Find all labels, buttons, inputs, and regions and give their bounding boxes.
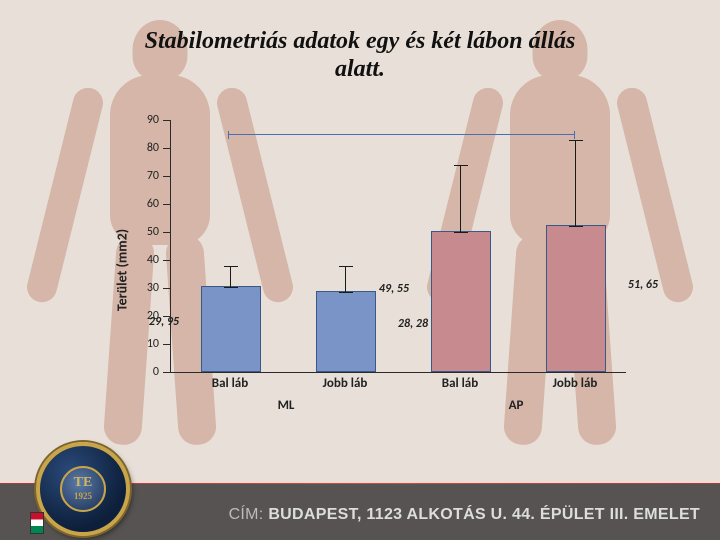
slide-title: Stabilometriás adatok egy és két lábon á… xyxy=(0,28,720,83)
bar xyxy=(431,231,491,372)
error-bar xyxy=(345,266,346,293)
error-bar xyxy=(230,266,231,289)
bar xyxy=(546,225,606,372)
badge-text: TE xyxy=(74,475,93,490)
address-label: CÍM: xyxy=(229,506,264,523)
y-tick-label: 70 xyxy=(147,169,159,183)
y-tick-label: 90 xyxy=(147,113,159,127)
y-tick xyxy=(163,344,171,345)
y-tick-label: 0 xyxy=(153,365,159,379)
footer-address: CÍM: BUDAPEST, 1123 ALKOTÁS U. 44. ÉPÜLE… xyxy=(229,506,700,524)
slide-root: Stabilometriás adatok egy és két lábon á… xyxy=(0,0,720,540)
y-tick xyxy=(163,204,171,205)
y-tick xyxy=(163,288,171,289)
y-tick xyxy=(163,120,171,121)
title-line-1: Stabilometriás adatok egy és két lábon á… xyxy=(145,28,576,54)
bar-chart: Terület (mm2) 010203040506070809029, 95B… xyxy=(110,120,630,420)
bar-value-label: 51, 65 xyxy=(608,278,678,292)
y-tick xyxy=(163,372,171,373)
x-category-label: Jobb láb xyxy=(295,376,395,391)
bar xyxy=(316,291,376,372)
y-tick xyxy=(163,176,171,177)
badge-center: TE 1925 xyxy=(60,466,106,512)
comparison-bracket xyxy=(228,134,575,135)
flag-icon xyxy=(30,512,44,534)
y-tick-label: 60 xyxy=(147,197,159,211)
error-bar xyxy=(460,165,461,233)
x-group-label: ML xyxy=(186,398,386,413)
y-tick-label: 30 xyxy=(147,281,159,295)
error-bar xyxy=(575,140,576,228)
y-tick-label: 40 xyxy=(147,253,159,267)
x-group-label: AP xyxy=(416,398,616,413)
y-tick xyxy=(163,148,171,149)
badge-year: 1925 xyxy=(62,492,104,501)
y-tick-label: 50 xyxy=(147,225,159,239)
x-category-label: Bal láb xyxy=(180,376,280,391)
bar xyxy=(201,286,261,372)
y-tick-label: 10 xyxy=(147,337,159,351)
y-tick-label: 80 xyxy=(147,141,159,155)
plot-region: 010203040506070809029, 95Bal láb28, 28Jo… xyxy=(170,120,626,373)
y-tick xyxy=(163,232,171,233)
x-category-label: Bal láb xyxy=(410,376,510,391)
bar-value-label: 49, 55 xyxy=(359,282,429,296)
x-category-label: Jobb láb xyxy=(525,376,625,391)
bar-value-label: 29, 95 xyxy=(129,315,199,329)
y-axis-title: Terület (mm2) xyxy=(114,229,131,311)
title-line-2: alatt. xyxy=(335,56,385,82)
address-text: BUDAPEST, 1123 ALKOTÁS U. 44. ÉPÜLET III… xyxy=(268,506,700,523)
org-badge: TE 1925 xyxy=(36,442,130,536)
y-tick xyxy=(163,260,171,261)
